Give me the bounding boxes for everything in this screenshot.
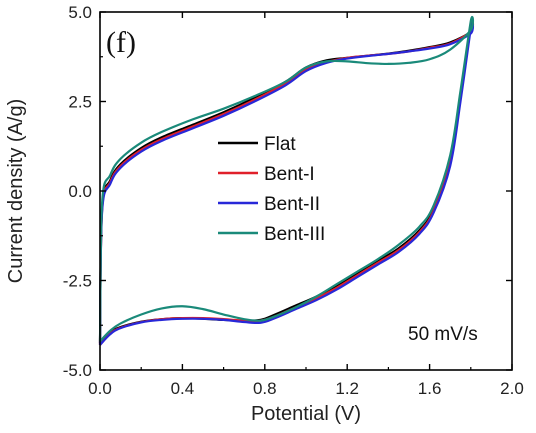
x-tick-label: 0.4: [171, 379, 195, 398]
panel-label: (f): [106, 26, 136, 59]
y-tick-label: -2.5: [63, 272, 92, 291]
legend: Flat Bent-I Bent-II Bent-III: [218, 134, 325, 245]
x-tick-label: 1.6: [418, 379, 442, 398]
legend-label: Bent-II: [264, 194, 320, 215]
x-axis-title: Potential (V): [251, 403, 361, 425]
legend-label: Flat: [264, 134, 296, 155]
x-tick-label: 0.8: [253, 379, 277, 398]
series-line-bent-iii: [98, 15, 475, 343]
x-tick-label: 2.0: [500, 379, 524, 398]
legend-label: Bent-I: [264, 164, 315, 185]
plot-frame: [99, 11, 513, 371]
x-axis: 0.0 0.4 0.8 1.2 1.6 2.0: [88, 12, 524, 398]
series-line-bent-ii: [98, 22, 475, 346]
curves-layer: [98, 15, 475, 346]
y-axis-title: Current density (A/g): [5, 99, 27, 284]
y-tick-label: 0.0: [68, 182, 92, 201]
y-tick-label: 2.5: [68, 93, 92, 112]
x-tick-label: 0.0: [88, 379, 112, 398]
y-axis: -5.0 -2.5 0.0 2.5 5.0: [63, 3, 512, 380]
scan-rate-annotation: 50 mV/s: [408, 324, 478, 345]
x-tick-label: 1.2: [335, 379, 359, 398]
legend-label: Bent-III: [264, 224, 325, 245]
y-tick-label: 5.0: [68, 3, 92, 22]
y-tick-label: -5.0: [63, 361, 92, 380]
